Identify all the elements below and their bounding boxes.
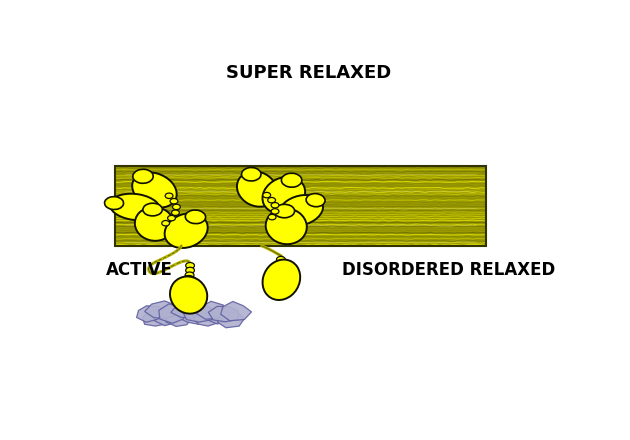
Polygon shape	[145, 301, 177, 318]
Ellipse shape	[263, 260, 300, 300]
Polygon shape	[166, 310, 191, 326]
Text: DISORDERED RELAXED: DISORDERED RELAXED	[343, 260, 556, 279]
Polygon shape	[171, 304, 198, 318]
Circle shape	[168, 216, 175, 221]
Polygon shape	[206, 308, 231, 324]
Ellipse shape	[273, 261, 289, 275]
Bar	[115, 166, 486, 246]
Ellipse shape	[133, 169, 153, 183]
Text: SUPER RELAXED: SUPER RELAXED	[226, 64, 391, 82]
Circle shape	[173, 204, 180, 210]
Ellipse shape	[143, 203, 163, 216]
Ellipse shape	[132, 172, 176, 208]
Circle shape	[170, 198, 178, 204]
Ellipse shape	[170, 276, 207, 314]
Polygon shape	[137, 306, 167, 322]
Ellipse shape	[135, 207, 174, 241]
Polygon shape	[182, 305, 215, 322]
Circle shape	[186, 267, 195, 273]
Ellipse shape	[279, 195, 323, 226]
Ellipse shape	[185, 210, 205, 224]
Polygon shape	[220, 301, 251, 321]
Circle shape	[277, 257, 285, 263]
Ellipse shape	[110, 194, 160, 220]
Circle shape	[185, 272, 194, 278]
Ellipse shape	[263, 177, 305, 213]
Polygon shape	[209, 306, 238, 322]
Circle shape	[268, 198, 275, 203]
Ellipse shape	[306, 194, 325, 207]
Circle shape	[276, 261, 285, 267]
Ellipse shape	[237, 171, 277, 207]
Polygon shape	[178, 308, 206, 324]
Ellipse shape	[282, 173, 302, 187]
Ellipse shape	[105, 197, 123, 209]
Ellipse shape	[164, 213, 208, 248]
Ellipse shape	[241, 168, 261, 181]
Polygon shape	[193, 312, 218, 326]
Circle shape	[268, 214, 276, 220]
Polygon shape	[217, 312, 244, 328]
Polygon shape	[142, 310, 167, 326]
Circle shape	[162, 220, 169, 226]
Ellipse shape	[180, 276, 197, 291]
Polygon shape	[154, 308, 178, 326]
Polygon shape	[196, 301, 226, 319]
Polygon shape	[159, 304, 186, 323]
Circle shape	[271, 209, 279, 214]
Circle shape	[171, 210, 180, 216]
Ellipse shape	[266, 208, 307, 244]
Circle shape	[165, 193, 173, 198]
Text: ACTIVE: ACTIVE	[106, 260, 173, 279]
Circle shape	[186, 263, 195, 268]
Bar	[115, 166, 486, 246]
Circle shape	[263, 192, 271, 198]
Ellipse shape	[274, 204, 295, 218]
Circle shape	[271, 202, 279, 208]
